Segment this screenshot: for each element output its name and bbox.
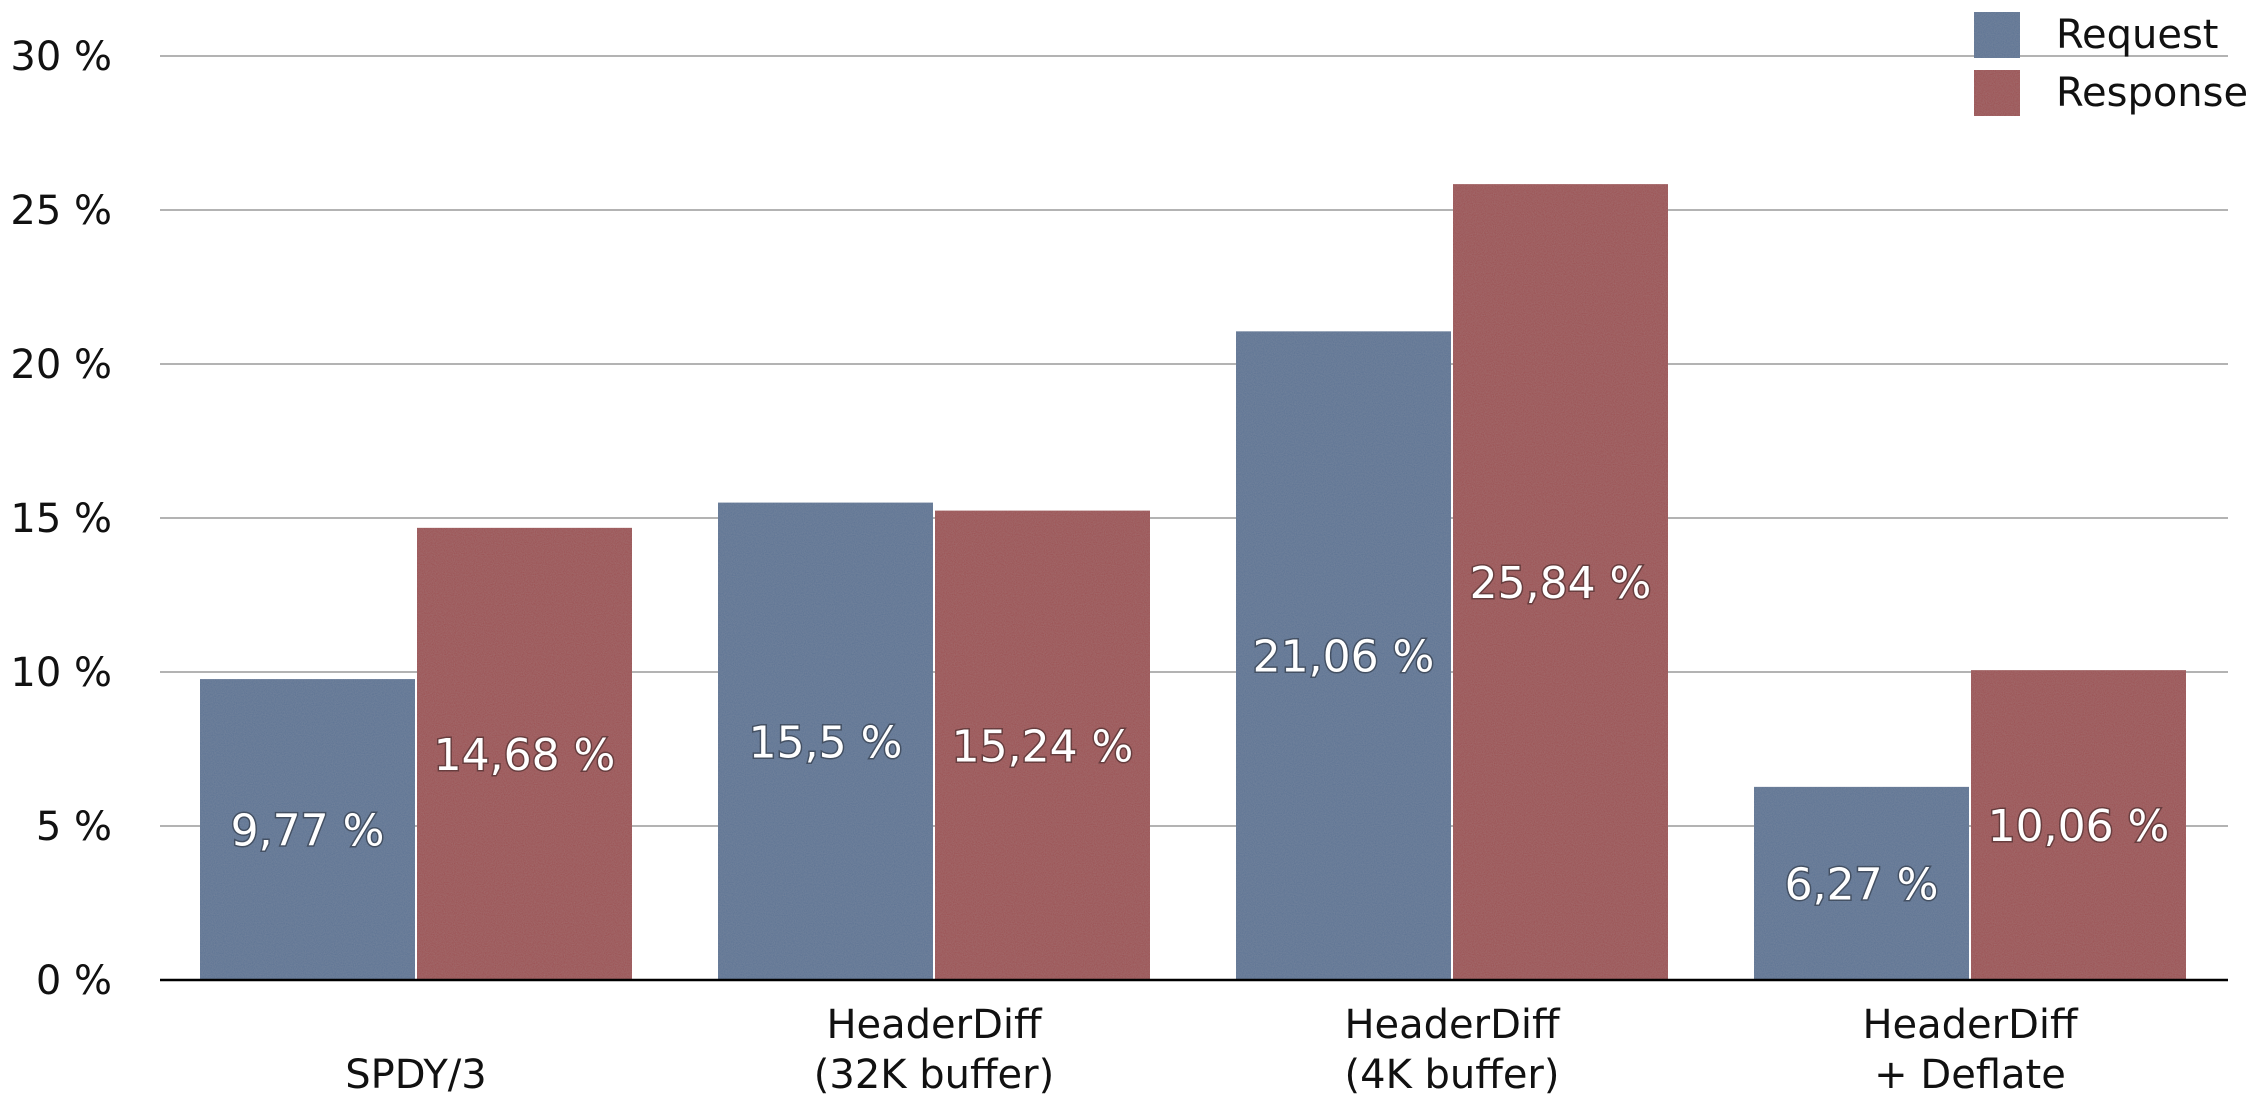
x-tick-label-3: + Deflate (1874, 1052, 2066, 1098)
y-tick-label: 25 % (10, 188, 112, 234)
x-tick-label-3: HeaderDiff (1862, 1002, 2079, 1048)
x-tick-label-1: HeaderDiff (826, 1002, 1043, 1048)
y-tick-label: 20 % (10, 342, 112, 388)
x-tick-label-2: HeaderDiff (1344, 1002, 1561, 1048)
x-tick-label-1: (32K buffer) (814, 1052, 1054, 1098)
data-label-request-0: 9,77 % (231, 806, 385, 857)
bar-request-2 (1236, 331, 1451, 980)
y-axis-ticks: 0 % 5 % 10 % 15 % 20 % 25 % 30 % (10, 34, 112, 1004)
legend-swatch-response (1974, 70, 2020, 116)
bar-response-2 (1453, 184, 1668, 981)
y-tick-label: 0 % (36, 958, 112, 1004)
y-tick-label: 30 % (10, 34, 112, 80)
y-tick-label: 10 % (10, 650, 112, 696)
y-tick-label: 5 % (36, 804, 112, 850)
legend-label-response: Response (2056, 70, 2248, 116)
data-label-response-2: 25,84 % (1470, 558, 1652, 609)
data-label-response-1: 15,24 % (952, 721, 1134, 772)
bar-request-3 (1754, 786, 1969, 980)
bars: 9,77 % 14,68 % 15,5 % 15,24 % 21,06 % 25,84 %… (200, 184, 2186, 981)
data-label-response-3: 10,06 % (1988, 801, 2170, 852)
data-label-request-3: 6,27 % (1785, 859, 1939, 910)
x-tick-label-0: SPDY/3 (345, 1052, 486, 1098)
y-tick-label: 15 % (10, 496, 112, 542)
legend-label-request: Request (2056, 12, 2218, 58)
x-tick-label-2: (4K buffer) (1345, 1052, 1560, 1098)
bar-request-1 (718, 502, 933, 980)
bar-request-0 (200, 679, 415, 980)
bar-response-0 (417, 527, 632, 980)
data-label-response-0: 14,68 % (434, 730, 616, 781)
data-label-request-1: 15,5 % (749, 717, 903, 768)
data-label-request-2: 21,06 % (1253, 632, 1435, 683)
legend-swatch-request (1974, 12, 2020, 58)
legend: Request Response (1974, 12, 2248, 116)
bar-response-1 (935, 510, 1150, 980)
bar-response-3 (1971, 670, 2186, 980)
